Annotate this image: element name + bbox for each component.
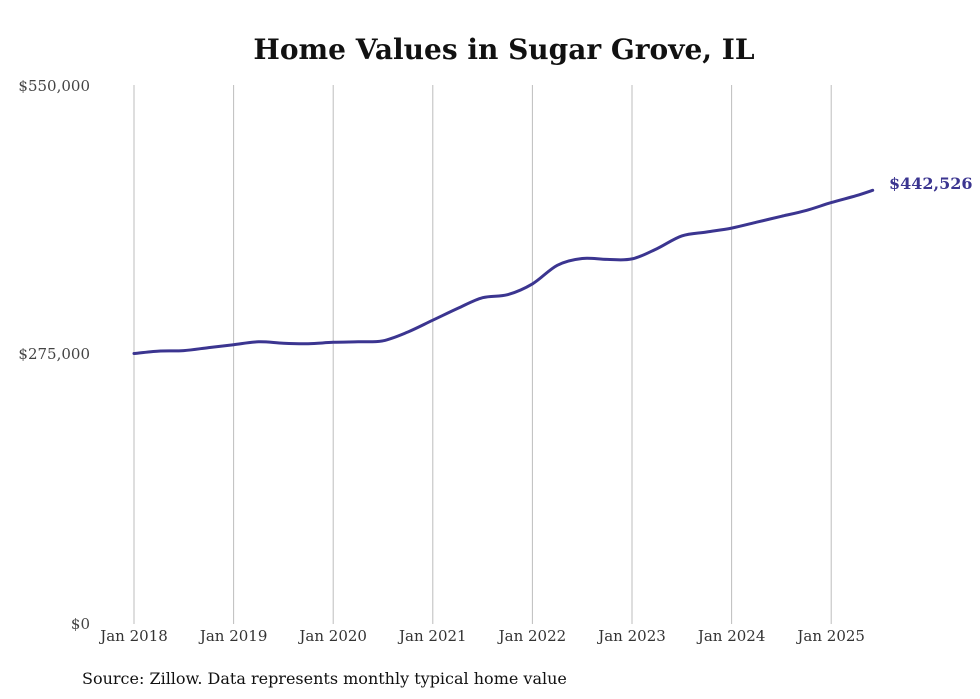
source-note: Source: Zillow. Data represents monthly … xyxy=(82,669,567,688)
x-tick-label: Jan 2021 xyxy=(397,627,467,645)
end-value-label: $442,526 xyxy=(889,174,973,193)
x-tick-label: Jan 2020 xyxy=(297,627,367,645)
x-axis-ticks: Jan 2018 Jan 2019 Jan 2020 Jan 2021 Jan 2022… xyxy=(98,627,865,645)
x-tick-label: Jan 2022 xyxy=(497,627,567,645)
y-tick-label: $275,000 xyxy=(18,345,90,363)
gridlines xyxy=(133,85,832,624)
x-tick-label: Jan 2019 xyxy=(198,627,268,645)
chart-title: Home Values in Sugar Grove, IL xyxy=(253,33,754,66)
y-tick-label: $0 xyxy=(71,615,90,633)
home-value-line xyxy=(132,188,875,355)
x-tick-label: Jan 2018 xyxy=(98,627,168,645)
y-tick-label: $550,000 xyxy=(18,77,90,95)
x-tick-label: Jan 2024 xyxy=(696,627,766,645)
x-tick-label: Jan 2025 xyxy=(795,627,865,645)
x-tick-label: Jan 2023 xyxy=(596,627,666,645)
